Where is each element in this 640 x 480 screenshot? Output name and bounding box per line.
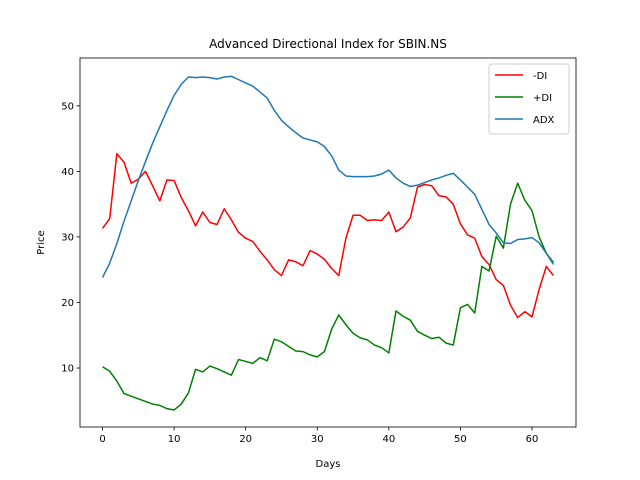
series-line-di	[101, 152, 555, 319]
x-tick-label: 30	[311, 434, 324, 445]
y-tick-label: 40	[61, 167, 74, 178]
y-tick-label: 50	[61, 101, 74, 112]
legend: -DI +DI ADX	[488, 63, 570, 135]
y-tick-label: 10	[61, 364, 74, 375]
y-axis: 10 20 30 40 50	[61, 101, 80, 375]
x-tick-label: 0	[99, 434, 105, 445]
x-tick-label: 20	[239, 434, 252, 445]
x-tick-label: 60	[526, 434, 539, 445]
legend-label-di: +DI	[533, 93, 552, 104]
legend-label-adx: ADX	[533, 115, 555, 126]
legend-label-di: -DI	[533, 71, 547, 82]
x-tick-label: 40	[382, 434, 395, 445]
x-axis: 0 10 20 30 40 50 60	[99, 427, 538, 445]
legend-box	[488, 63, 570, 135]
plot-area	[101, 75, 555, 411]
series-line-adx	[101, 75, 555, 278]
y-tick-label: 30	[61, 232, 74, 243]
series-line-di	[102, 182, 555, 411]
x-tick-label: 10	[168, 434, 181, 445]
x-tick-label: 50	[454, 434, 467, 445]
y-tick-label: 20	[61, 298, 74, 309]
x-axis-label: Days	[316, 459, 341, 470]
plot-frame	[79, 57, 577, 428]
chart-title: Advanced Directional Index for SBIN.NS	[209, 37, 447, 51]
y-axis-label: Price	[36, 230, 47, 254]
